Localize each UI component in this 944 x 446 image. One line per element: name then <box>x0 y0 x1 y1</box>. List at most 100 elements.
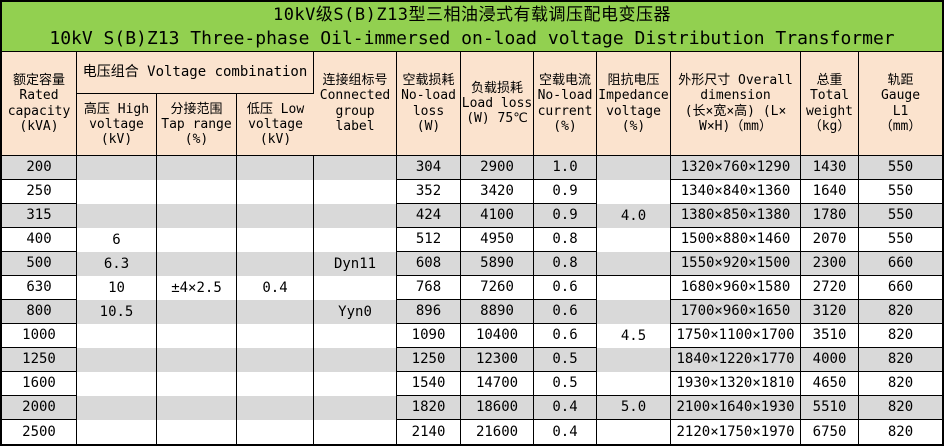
cell-group <box>314 204 398 228</box>
cell-impedance <box>597 228 672 252</box>
cell-hv: 10 <box>77 276 157 300</box>
cell-impedance <box>597 276 672 300</box>
cell-no-load-loss: 1090 <box>397 324 462 348</box>
header-connected-group: 连接组标号 Connected group label <box>314 52 398 156</box>
cell-load-loss: 12300 <box>461 348 535 372</box>
cell-no-load-current: 0.8 <box>534 228 598 252</box>
cell-no-load-loss: 304 <box>397 156 462 180</box>
cell-impedance: 5.0 <box>597 396 672 420</box>
cell-hv <box>77 372 157 396</box>
cell-gauge: 820 <box>859 348 942 372</box>
cell-tap <box>157 204 237 228</box>
cell-group: Yyn0 <box>314 300 398 324</box>
cell-dimension: 1680×960×1580 <box>671 276 802 300</box>
cell-capacity: 2500 <box>2 420 77 444</box>
cell-tap <box>157 372 237 396</box>
cell-no-load-current: 0.5 <box>534 372 598 396</box>
header-gauge: 轨距 Gauge L1 （mm） <box>859 52 942 156</box>
title-english: 10kV S(B)Z13 Three-phase Oil-immersed on… <box>49 27 895 49</box>
cell-capacity: 1250 <box>2 348 77 372</box>
cell-dimension: 2100×1640×1930 <box>671 396 802 420</box>
cell-no-load-loss: 768 <box>397 276 462 300</box>
header-load-loss: 负载损耗 Load loss (W) 75℃ <box>461 52 535 156</box>
spec-table-body: 200 304 2900 1.0 1320×760×1290 1430 550 250 352 3… <box>2 156 942 444</box>
cell-load-loss: 7260 <box>461 276 535 300</box>
cell-hv: 6.3 <box>77 252 157 276</box>
cell-lv <box>237 420 315 444</box>
cell-weight: 1640 <box>801 180 860 204</box>
cell-no-load-current: 0.9 <box>534 180 598 204</box>
cell-hv: 6 <box>77 228 157 252</box>
cell-hv <box>77 348 157 372</box>
cell-no-load-current: 0.4 <box>534 396 598 420</box>
cell-load-loss: 10400 <box>461 324 535 348</box>
cell-load-loss: 21600 <box>461 420 535 444</box>
cell-impedance: 4.5 <box>597 324 672 348</box>
cell-tap <box>157 324 237 348</box>
cell-hv: 10.5 <box>77 300 157 324</box>
cell-no-load-loss: 896 <box>397 300 462 324</box>
header-low-voltage: 低压 Low voltage (kV) <box>237 94 315 156</box>
cell-dimension: 2120×1750×1970 <box>671 420 802 444</box>
cell-group <box>314 276 398 300</box>
cell-load-loss: 18600 <box>461 396 535 420</box>
cell-group <box>314 348 398 372</box>
cell-load-loss: 5890 <box>461 252 535 276</box>
cell-impedance <box>597 180 672 204</box>
cell-capacity: 2000 <box>2 396 77 420</box>
cell-lv <box>237 348 315 372</box>
cell-capacity: 200 <box>2 156 77 180</box>
cell-no-load-current: 0.6 <box>534 300 598 324</box>
spec-table: 额定容量 Rated capacity (kVA) 电压组合 Voltage c… <box>2 52 942 444</box>
cell-group: Dyn11 <box>314 252 398 276</box>
cell-tap <box>157 252 237 276</box>
cell-load-loss: 4950 <box>461 228 535 252</box>
header-tap-range: 分接范围 Tap range (%) <box>157 94 237 156</box>
cell-dimension: 1320×760×1290 <box>671 156 802 180</box>
cell-weight: 2300 <box>801 252 860 276</box>
cell-dimension: 1840×1220×1770 <box>671 348 802 372</box>
cell-capacity: 315 <box>2 204 77 228</box>
cell-no-load-loss: 424 <box>397 204 462 228</box>
table-row: 1000 1090 10400 0.6 4.5 1750×1100×1700 3510 820 <box>2 324 942 348</box>
header-voltage-combination: 电压组合 Voltage combination <box>77 52 315 94</box>
cell-gauge: 550 <box>859 156 942 180</box>
cell-no-load-current: 0.9 <box>534 204 598 228</box>
cell-tap <box>157 348 237 372</box>
header-no-load-loss: 空载损耗 No-load loss (W) <box>397 52 462 156</box>
table-row: 250 352 3420 0.9 1340×840×1360 1640 550 <box>2 180 942 204</box>
cell-group <box>314 180 398 204</box>
cell-no-load-loss: 1540 <box>397 372 462 396</box>
cell-gauge: 660 <box>859 252 942 276</box>
header-row-1: 额定容量 Rated capacity (kVA) 电压组合 Voltage c… <box>2 52 942 156</box>
table-row: 800 10.5 Yyn0 896 8890 0.6 1700×960×1650 3120 82… <box>2 300 942 324</box>
cell-weight: 3120 <box>801 300 860 324</box>
cell-weight: 4650 <box>801 372 860 396</box>
cell-no-load-loss: 1820 <box>397 396 462 420</box>
cell-dimension: 1500×880×1460 <box>671 228 802 252</box>
table-row: 1600 1540 14700 0.5 1930×1320×1810 4650 820 <box>2 372 942 396</box>
table-row: 2500 2140 21600 0.4 2120×1750×1970 6750 820 <box>2 420 942 444</box>
cell-gauge: 820 <box>859 396 942 420</box>
cell-capacity: 400 <box>2 228 77 252</box>
cell-weight: 4000 <box>801 348 860 372</box>
cell-hv <box>77 420 157 444</box>
cell-impedance: 4.0 <box>597 204 672 228</box>
cell-capacity: 800 <box>2 300 77 324</box>
cell-capacity: 500 <box>2 252 77 276</box>
cell-weight: 5510 <box>801 396 860 420</box>
cell-capacity: 250 <box>2 180 77 204</box>
cell-weight: 2070 <box>801 228 860 252</box>
cell-hv <box>77 324 157 348</box>
cell-gauge: 820 <box>859 324 942 348</box>
cell-lv <box>237 156 315 180</box>
cell-impedance <box>597 372 672 396</box>
table-row: 500 6.3 Dyn11 608 5890 0.8 1550×920×1500 2300 66… <box>2 252 942 276</box>
cell-tap <box>157 420 237 444</box>
cell-gauge: 820 <box>887 423 914 440</box>
table-row: 200 304 2900 1.0 1320×760×1290 1430 550 <box>2 156 942 180</box>
table-row: 315 424 4100 0.9 4.0 1380×850×1380 1780 550 <box>2 204 942 228</box>
cell-impedance <box>597 156 672 180</box>
cell-no-load-current: 0.6 <box>534 324 598 348</box>
